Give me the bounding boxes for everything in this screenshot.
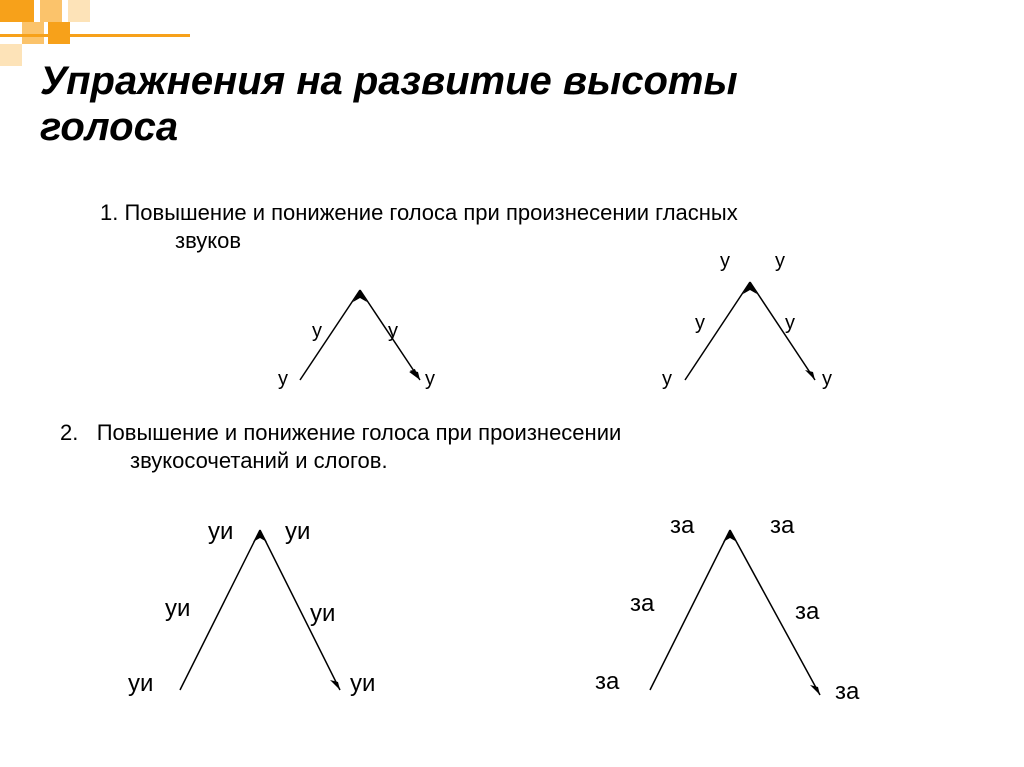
item-2: 2. Повышение и понижение голоса при прои…	[60, 420, 621, 446]
d2l-bl: уи	[128, 670, 153, 698]
d1l-u-mr: у	[388, 320, 398, 343]
item-1-number: 1.	[100, 200, 118, 225]
diagram-1-left: у у у у	[260, 270, 460, 400]
d2l-ml: уи	[165, 595, 190, 623]
d2l-mr: уи	[310, 600, 335, 628]
d1l-u-br: у	[425, 368, 435, 391]
d1r-u-ml: у	[695, 312, 705, 335]
item-2-line2: звукосочетаний и слогов.	[130, 448, 388, 474]
item-2-line1: Повышение и понижение голоса при произне…	[97, 420, 622, 445]
d1l-u-bl: у	[278, 368, 288, 391]
d2r-br: за	[835, 678, 859, 706]
d2r-topL: за	[670, 512, 694, 540]
d2r-topR: за	[770, 512, 794, 540]
d1r-u-br: у	[822, 368, 832, 391]
d1r-u-topR: у	[775, 250, 785, 273]
d2l-topL: уи	[208, 518, 233, 546]
item-2-number: 2.	[60, 420, 78, 445]
d1l-u-ml: у	[312, 320, 322, 343]
d2l-br: уи	[350, 670, 375, 698]
d1r-u-topL: у	[720, 250, 730, 273]
item-1-line1: Повышение и понижение голоса при произне…	[124, 200, 737, 225]
diagram-2-left: уи уи уи уи уи уи	[110, 500, 410, 710]
slide: Упражнения на развитие высоты голоса 1. …	[0, 0, 1024, 767]
diagram-1-right: у у у у у у	[640, 250, 860, 400]
d1r-u-bl: у	[662, 368, 672, 391]
diagram-2-right: за за за за за за	[570, 500, 900, 710]
d2r-bl: за	[595, 668, 619, 696]
d2r-mr: за	[795, 598, 819, 626]
title-line-2: голоса	[40, 105, 178, 149]
item-1-line2: звуков	[175, 228, 241, 254]
slide-title: Упражнения на развитие высоты голоса	[40, 58, 738, 150]
item-1: 1. Повышение и понижение голоса при прои…	[100, 200, 738, 226]
d2r-ml: за	[630, 590, 654, 618]
d1r-u-mr: у	[785, 312, 795, 335]
d2l-topR: уи	[285, 518, 310, 546]
title-line-1: Упражнения на развитие высоты	[40, 59, 738, 103]
